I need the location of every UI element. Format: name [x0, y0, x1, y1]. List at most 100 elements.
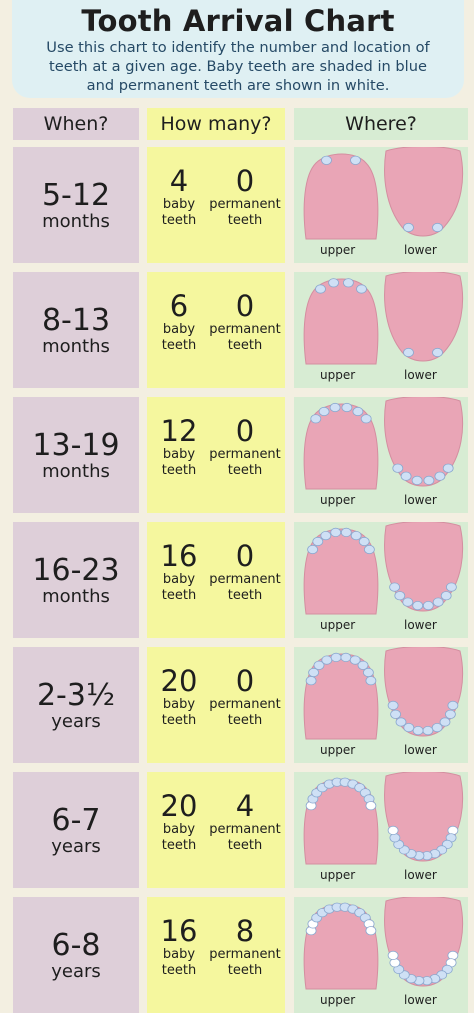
- chart-subtitle: Use this chart to identify the number an…: [12, 38, 464, 95]
- baby-tooth: [403, 723, 415, 733]
- age-unit: years: [51, 960, 101, 982]
- age-row: 13-19 months 12 baby teeth 0 permanent teeth up…: [13, 397, 468, 513]
- baby-tooth: [357, 660, 369, 670]
- age-range: 2-3½: [36, 677, 116, 713]
- where-cell: upper lower: [294, 272, 468, 388]
- lower-tongue-shape: [384, 147, 464, 237]
- baby-tooth: [422, 726, 434, 736]
- age-row: 6-8 years 16 baby teeth 8 permanent teeth upper…: [13, 897, 468, 1013]
- permanent-label: permanent teeth: [209, 572, 281, 603]
- baby-tooth: [389, 582, 400, 592]
- jaw-diagram: [303, 397, 464, 490]
- baby-tooth: [392, 463, 404, 473]
- age-range: 16-23: [32, 552, 120, 588]
- jaw-diagram: [303, 522, 464, 615]
- chart-header: Tooth Arrival Chart Use this chart to id…: [12, 0, 464, 98]
- baby-count-cell: 16 baby teeth: [157, 540, 201, 604]
- lower-tongue-shape: [384, 272, 464, 362]
- upper-jaw-label: upper: [320, 618, 356, 632]
- baby-tooth: [423, 475, 435, 486]
- how-many-cell: 12 baby teeth 0 permanent teeth: [147, 397, 285, 513]
- baby-tooth: [356, 284, 367, 294]
- baby-label: baby: [162, 197, 196, 212]
- age-row: 8-13 months 6 baby teeth 0 permanent teeth uppe…: [13, 272, 468, 388]
- age-row: 6-7 years 20 baby teeth 4 permanent teeth upper…: [13, 772, 468, 888]
- baby-label: baby: [162, 822, 196, 837]
- age-range: 6-7: [51, 802, 101, 838]
- baby-tooth: [321, 155, 332, 165]
- permanent-tooth: [447, 950, 459, 961]
- baby-label: baby: [162, 322, 196, 337]
- baby-label: baby: [162, 697, 196, 712]
- baby-tooth: [390, 709, 401, 719]
- how-many-cell: 4 baby teeth 0 permanent teeth: [147, 147, 285, 263]
- baby-label: baby: [162, 572, 196, 587]
- baby-tooth: [432, 222, 443, 233]
- permanent-count-cell: 0 permanent teeth: [209, 290, 281, 354]
- baby-tooth: [444, 709, 456, 719]
- baby-tooth: [313, 660, 325, 670]
- baby-tooth: [412, 726, 424, 736]
- baby-tooth: [365, 676, 377, 686]
- lower-jaw-label: lower: [404, 868, 437, 882]
- permanent-tooth: [365, 801, 377, 811]
- permanent-count-cell: 0 permanent teeth: [209, 165, 281, 229]
- baby-tooth: [315, 284, 326, 294]
- when-cell: 5-12 months: [13, 147, 139, 263]
- permanent-teeth-count: 0: [235, 164, 255, 198]
- baby-tooth: [432, 347, 443, 358]
- upper-jaw-label: upper: [320, 868, 356, 882]
- baby-tooth: [321, 655, 333, 665]
- where-cell: upper lower: [294, 772, 468, 888]
- baby-count-cell: 12 baby teeth: [157, 415, 201, 479]
- subtitle-line: and permanent teeth are shown in white.: [86, 77, 390, 94]
- baby-count-cell: 20 baby teeth: [157, 665, 201, 729]
- baby-tooth: [387, 700, 399, 711]
- baby-tooth: [320, 531, 332, 541]
- teeth-label: teeth: [161, 838, 197, 853]
- baby-tooth: [360, 414, 372, 424]
- when-cell: 6-7 years: [13, 772, 139, 888]
- teeth-label: teeth: [161, 713, 197, 728]
- jaw-diagram: [303, 147, 464, 240]
- baby-teeth-count: 6: [169, 289, 189, 323]
- age-row: 16-23 months 16 baby teeth 0 permanent teeth up…: [13, 522, 468, 638]
- upper-jaw-label: upper: [320, 243, 356, 257]
- baby-tooth: [439, 717, 451, 727]
- baby-tooth: [400, 471, 412, 481]
- when-cell: 6-8 years: [13, 897, 139, 1013]
- how-many-cell: 6 baby teeth 0 permanent teeth: [147, 272, 285, 388]
- baby-tooth: [330, 527, 342, 537]
- permanent-label: permanent teeth: [209, 322, 281, 353]
- baby-tooth: [442, 463, 454, 473]
- when-cell: 13-19 months: [13, 397, 139, 513]
- baby-tooth: [403, 347, 414, 358]
- permanent-teeth-count: 0: [235, 539, 255, 573]
- permanent-count-cell: 0 permanent teeth: [209, 540, 281, 604]
- baby-count-cell: 6 baby teeth: [157, 290, 201, 354]
- age-range: 8-13: [41, 302, 111, 338]
- permanent-teeth-count: 0: [235, 664, 255, 698]
- baby-tooth: [343, 278, 354, 288]
- baby-tooth: [412, 601, 424, 611]
- baby-tooth: [358, 536, 370, 547]
- permanent-label: permanent teeth: [209, 447, 281, 478]
- permanent-label: permanent teeth: [209, 197, 281, 228]
- baby-tooth: [403, 222, 414, 233]
- jaw-diagram: [303, 772, 464, 865]
- permanent-label: permanent teeth: [209, 947, 281, 978]
- permanent-label: permanent teeth: [209, 697, 281, 728]
- teeth-label: teeth: [161, 463, 197, 478]
- baby-tooth: [350, 531, 362, 541]
- subtitle-line: Use this chart to identify the number an…: [46, 39, 430, 56]
- baby-tooth: [440, 591, 452, 601]
- lower-jaw-label: lower: [404, 743, 437, 757]
- baby-tooth: [330, 652, 342, 662]
- baby-tooth: [350, 155, 361, 165]
- permanent-teeth-count: 4: [235, 789, 255, 823]
- baby-count-cell: 16 baby teeth: [157, 915, 201, 979]
- when-cell: 2-3½ years: [13, 647, 139, 763]
- age-unit: months: [42, 210, 110, 232]
- permanent-count-cell: 4 permanent teeth: [209, 790, 281, 854]
- baby-tooth: [395, 717, 407, 727]
